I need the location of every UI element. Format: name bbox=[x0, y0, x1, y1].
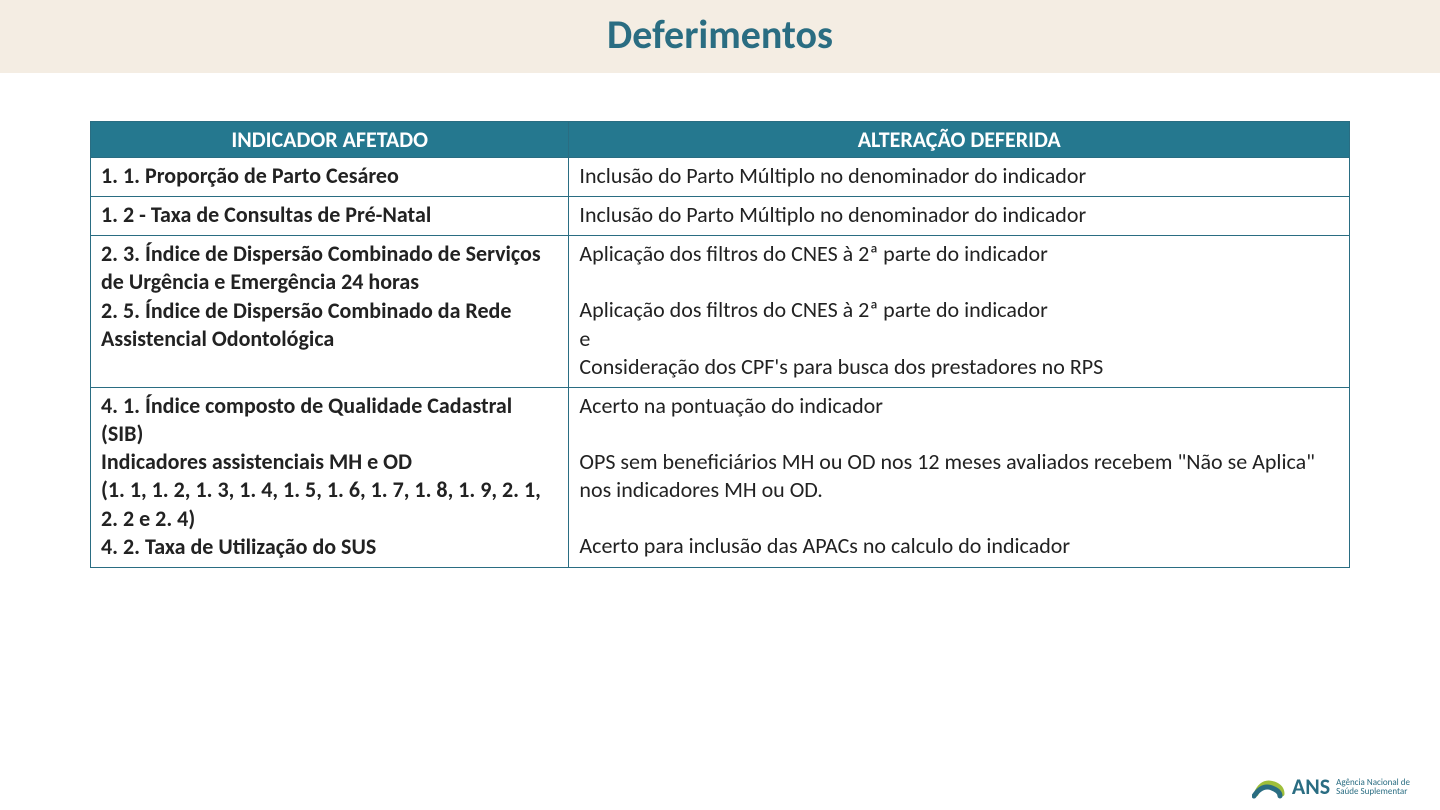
cell-change-line: OPS sem beneficiários MH ou OD nos 12 me… bbox=[579, 448, 1339, 504]
cell-change: Inclusão do Parto Múltiplo no denominado… bbox=[569, 197, 1350, 236]
ans-logo-text: ANS Agência Nacional de Saúde Suplementa… bbox=[1292, 777, 1410, 797]
cell-change-line: Acerto na pontuação do indicador bbox=[579, 392, 1339, 420]
cell-change-line: Aplicação dos filtros do CNES à 2ª parte… bbox=[579, 296, 1339, 380]
title-band: Deferimentos bbox=[0, 0, 1440, 73]
cell-change: Inclusão do Parto Múltiplo no denominado… bbox=[569, 158, 1350, 197]
slide: Deferimentos INDICADOR AFETADO ALTERAÇÃO… bbox=[0, 0, 1440, 810]
table-row: 1. 2 - Taxa de Consultas de Pré-Natal In… bbox=[91, 197, 1350, 236]
cell-indicator-line: Indicadores assistenciais MH e OD (1. 1,… bbox=[101, 448, 558, 532]
col-header-indicator: INDICADOR AFETADO bbox=[91, 122, 569, 158]
cell-indicator-line: 4. 2. Taxa de Utilização do SUS bbox=[101, 533, 558, 561]
cell-indicator: 4. 1. Índice composto de Qualidade Cadas… bbox=[91, 387, 569, 567]
page-title: Deferimentos bbox=[0, 10, 1440, 59]
ans-logo-icon bbox=[1252, 774, 1286, 800]
deferimentos-table-wrap: INDICADOR AFETADO ALTERAÇÃO DEFERIDA 1. … bbox=[90, 121, 1350, 568]
ans-logo-subtitle: Agência Nacional de Saúde Suplementar bbox=[1336, 778, 1410, 797]
table-header-row: INDICADOR AFETADO ALTERAÇÃO DEFERIDA bbox=[91, 122, 1350, 158]
col-header-change: ALTERAÇÃO DEFERIDA bbox=[569, 122, 1350, 158]
table-row: 4. 1. Índice composto de Qualidade Cadas… bbox=[91, 387, 1350, 567]
ans-logo-sub2: Saúde Suplementar bbox=[1336, 787, 1410, 796]
cell-change-line: Acerto para inclusão das APACs no calcul… bbox=[579, 532, 1339, 560]
cell-change: Acerto na pontuação do indicador OPS sem… bbox=[569, 387, 1350, 567]
table-row: 1. 1. Proporção de Parto Cesáreo Inclusã… bbox=[91, 158, 1350, 197]
cell-indicator-line: 2. 5. Índice de Dispersão Combinado da R… bbox=[101, 297, 558, 353]
ans-logo-acronym: ANS bbox=[1292, 777, 1330, 797]
table-row: 2. 3. Índice de Dispersão Combinado de S… bbox=[91, 236, 1350, 388]
deferimentos-table: INDICADOR AFETADO ALTERAÇÃO DEFERIDA 1. … bbox=[90, 121, 1350, 568]
cell-indicator: 1. 1. Proporção de Parto Cesáreo bbox=[91, 158, 569, 197]
ans-logo: ANS Agência Nacional de Saúde Suplementa… bbox=[1252, 774, 1410, 800]
cell-indicator: 2. 3. Índice de Dispersão Combinado de S… bbox=[91, 236, 569, 388]
cell-change-line: Aplicação dos filtros do CNES à 2ª parte… bbox=[579, 240, 1339, 268]
cell-indicator-line: 4. 1. Índice composto de Qualidade Cadas… bbox=[101, 392, 558, 448]
cell-indicator: 1. 2 - Taxa de Consultas de Pré-Natal bbox=[91, 197, 569, 236]
cell-indicator-line: 2. 3. Índice de Dispersão Combinado de S… bbox=[101, 240, 558, 296]
cell-change: Aplicação dos filtros do CNES à 2ª parte… bbox=[569, 236, 1350, 388]
